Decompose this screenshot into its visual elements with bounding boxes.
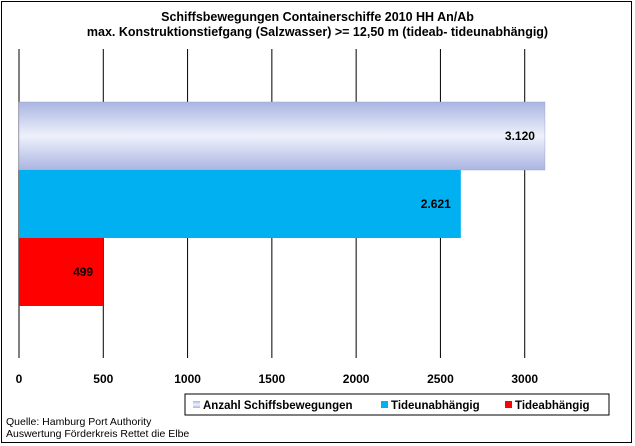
source-note: Quelle: Hamburg Port Authority Auswertun… [6,416,189,440]
data-label-1: 3.120 [505,129,535,143]
legend-label-2: Tideunabhängig [391,400,480,412]
legend-swatch-1 [193,401,200,408]
x-tick-label-2500: 2500 [427,372,454,386]
legend-swatch-3 [505,401,512,408]
legend-label-1: Anzahl Schiffsbewegungen [203,400,353,412]
legend-label-3: Tideabhängig [515,400,590,412]
x-tick-label-1500: 1500 [259,372,286,386]
bar-3 [19,238,104,306]
source-line-2: Auswertung Förderkreis Rettet die Elbe [6,428,190,440]
legend-box [184,393,610,416]
chart-title: Schiffsbewegungen Containerschiffe 2010 … [0,10,635,40]
bar-2 [19,170,461,238]
x-tick-label-0: 0 [16,372,23,386]
source-line-1: Quelle: Hamburg Port Authority [6,416,152,428]
data-label-3: 499 [73,265,93,279]
data-label-2: 2.621 [421,197,451,211]
plot-area: 0 500 1000 1500 2000 2500 3000 3.120 2.621 499 [16,49,546,386]
chart-title-line-2: max. Konstruktionstiefgang (Salzwasser) … [86,25,549,39]
x-tick-label-2000: 2000 [343,372,370,386]
chart-title-line-1: Schiffsbewegungen Containerschiffe 2010 … [161,10,474,24]
bar-1 [18,101,546,171]
x-tick-label-1000: 1000 [174,372,201,386]
x-tick-label-500: 500 [93,372,113,386]
legend-swatch-2 [381,401,388,408]
x-tick-label-3000: 3000 [511,372,538,386]
legend: Anzahl Schiffsbewegungen Tideunabhängig Ti… [184,393,610,416]
